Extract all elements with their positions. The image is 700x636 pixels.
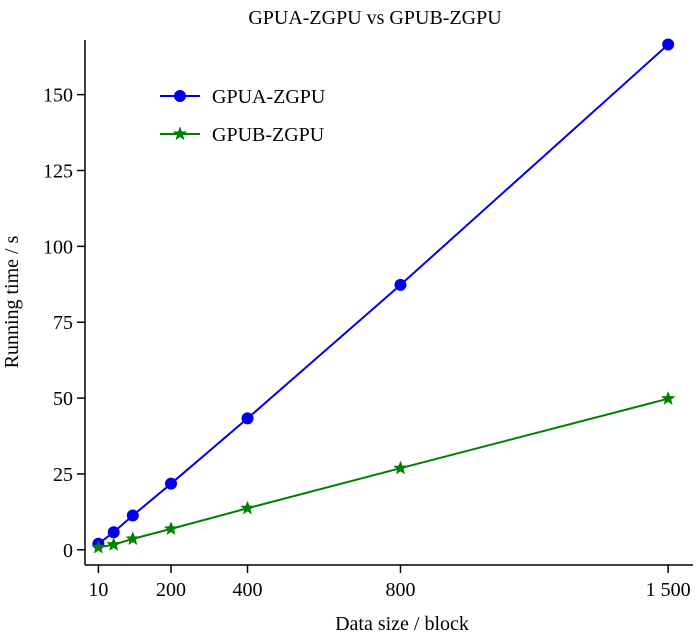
y-axis-label: Running time / s bbox=[1, 235, 23, 368]
chart-title: GPUA-ZGPU vs GPUB-ZGPU bbox=[248, 7, 502, 29]
legend: GPUA-ZGPU GPUB-ZGPU bbox=[160, 86, 326, 146]
y-tick-label: 125 bbox=[43, 160, 73, 182]
x-tick-label: 200 bbox=[156, 579, 186, 601]
legend-marker bbox=[172, 126, 188, 141]
y-tick-label: 0 bbox=[63, 540, 73, 562]
legend-entry: GPUB-ZGPU bbox=[160, 124, 325, 146]
data-point bbox=[393, 460, 408, 475]
legend-label: GPUA-ZGPU bbox=[212, 86, 326, 108]
series-line bbox=[97, 43, 669, 545]
y-tick-label: 75 bbox=[53, 312, 73, 334]
data-point bbox=[662, 38, 675, 51]
axes bbox=[84, 40, 693, 566]
data-point bbox=[163, 521, 179, 536]
data-point bbox=[126, 509, 139, 522]
x-axis-label: Data size / block bbox=[335, 613, 469, 635]
y-ticks: 0 25 50 75 100 125 150 bbox=[43, 85, 85, 562]
data-point bbox=[394, 278, 407, 291]
data-point bbox=[125, 531, 141, 546]
data-point bbox=[107, 526, 120, 539]
x-tick-label: 1 500 bbox=[646, 579, 691, 601]
series-layer bbox=[91, 38, 676, 554]
series-gpub-zgpu bbox=[91, 390, 676, 554]
data-point bbox=[165, 477, 178, 490]
legend-label: GPUB-ZGPU bbox=[212, 124, 325, 146]
x-tick-label: 400 bbox=[233, 579, 263, 601]
y-tick-label: 150 bbox=[43, 85, 73, 107]
data-point bbox=[240, 500, 255, 515]
data-point bbox=[660, 390, 676, 405]
x-tick-label: 10 bbox=[88, 579, 108, 601]
x-ticks: 10 200 400 800 1 500 bbox=[88, 565, 691, 601]
legend-entry: GPUA-ZGPU bbox=[160, 86, 326, 108]
data-point bbox=[106, 536, 122, 551]
data-point bbox=[241, 412, 254, 425]
legend-marker bbox=[174, 90, 186, 102]
y-tick-label: 25 bbox=[53, 464, 73, 486]
y-tick-label: 50 bbox=[53, 388, 73, 410]
data-point bbox=[91, 539, 106, 554]
y-tick-label: 100 bbox=[43, 236, 73, 258]
x-tick-label: 800 bbox=[385, 579, 415, 601]
